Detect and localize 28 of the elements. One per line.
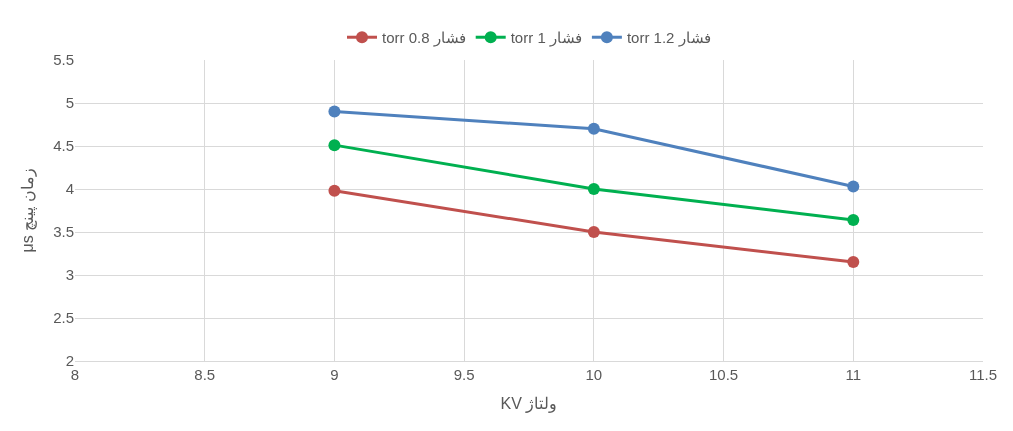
- y-tick-label: 5: [65, 94, 74, 112]
- point: [587, 183, 600, 195]
- legend-label: فشار 0.8 torr: [382, 29, 466, 48]
- y-tick-label: 4: [65, 180, 74, 198]
- point: [328, 105, 341, 118]
- x-tick-label: 10.5: [708, 366, 739, 383]
- x-axis-title: ولتاژ KV: [500, 394, 558, 413]
- point: [847, 180, 860, 193]
- legend-label: فشار 1.2 torr: [626, 29, 711, 48]
- y-tick-label: 3: [65, 266, 74, 284]
- y-tick-label: 2.5: [53, 309, 74, 327]
- point: [328, 139, 341, 152]
- y-axis-title: زمان پینچ μs: [19, 168, 38, 253]
- x-tick-label: 11: [845, 366, 862, 383]
- point: [587, 122, 600, 135]
- point: [587, 226, 600, 238]
- y-tick-label: 3.5: [53, 223, 74, 241]
- point: [328, 184, 341, 197]
- y-tick-label: 5.5: [53, 51, 74, 69]
- x-tick-label: 9: [330, 366, 339, 383]
- point: [847, 256, 860, 269]
- x-tick-label: 8.5: [194, 366, 216, 383]
- point: [847, 213, 860, 226]
- x-tick-label: 9.5: [453, 366, 475, 383]
- y-tick-label: 4.5: [53, 137, 74, 155]
- x-tick-label: 10: [585, 366, 603, 383]
- x-tick-label: 11.5: [968, 366, 998, 383]
- legend-label: فشار 1 torr: [510, 29, 582, 48]
